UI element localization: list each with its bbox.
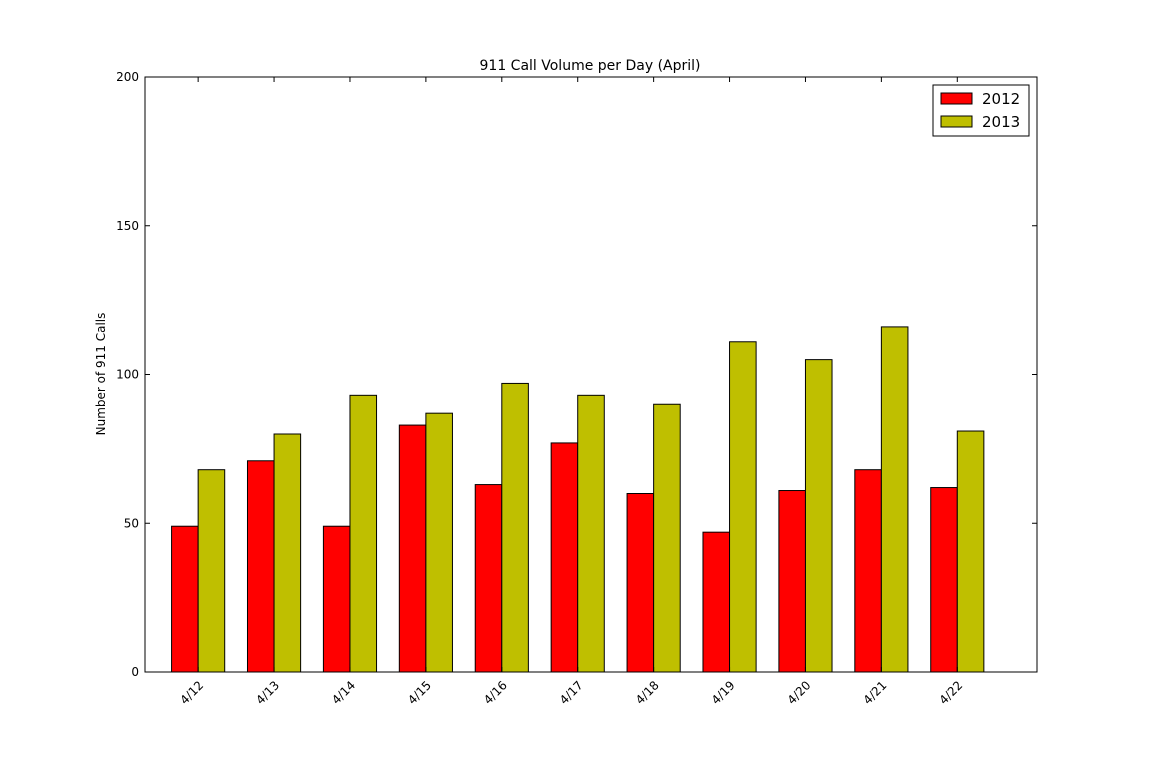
bar-2012-4-17 bbox=[550, 442, 579, 673]
bar-2012-4-14 bbox=[322, 525, 351, 673]
bar-2013-4-14 bbox=[349, 394, 378, 673]
y-tick-label: 150 bbox=[116, 219, 139, 233]
legend-label-2013: 2013 bbox=[982, 113, 1020, 131]
legend-swatch-2012 bbox=[940, 92, 973, 105]
y-axis-label: Number of 911 Calls bbox=[94, 313, 108, 436]
chart-title: 911 Call Volume per Day (April) bbox=[480, 58, 701, 74]
bar-2013-4-18 bbox=[653, 403, 681, 673]
legend: 2012 2013 bbox=[932, 84, 1030, 137]
legend-swatch-2013 bbox=[940, 115, 973, 128]
bar-2012-4-13 bbox=[246, 460, 275, 673]
bars-group bbox=[171, 326, 985, 673]
bar-2013-4-22 bbox=[956, 430, 985, 673]
bar-2012-4-16 bbox=[474, 484, 503, 673]
legend-label-2012: 2012 bbox=[982, 90, 1020, 108]
bar-2013-4-15 bbox=[425, 412, 453, 673]
bar-2013-4-17 bbox=[577, 394, 605, 673]
bar-2013-4-21 bbox=[880, 326, 909, 673]
y-tick-label: 0 bbox=[131, 665, 139, 679]
bar-2012-4-22 bbox=[930, 487, 958, 673]
bar-2012-4-12 bbox=[171, 525, 199, 673]
bar-2012-4-15 bbox=[398, 424, 427, 673]
y-tick-label: 100 bbox=[116, 368, 139, 382]
bar-2012-4-21 bbox=[854, 469, 882, 673]
bar-2013-4-12 bbox=[197, 469, 226, 673]
bar-2012-4-20 bbox=[778, 490, 806, 673]
bar-2012-4-18 bbox=[626, 493, 655, 673]
bar-2012-4-19 bbox=[702, 531, 731, 673]
y-tick-label: 200 bbox=[116, 70, 139, 84]
bar-2013-4-20 bbox=[804, 359, 833, 673]
bar-2013-4-19 bbox=[729, 341, 757, 673]
bar-2013-4-13 bbox=[273, 433, 302, 673]
y-tick-label: 50 bbox=[124, 516, 139, 530]
bar-2013-4-16 bbox=[501, 382, 529, 673]
